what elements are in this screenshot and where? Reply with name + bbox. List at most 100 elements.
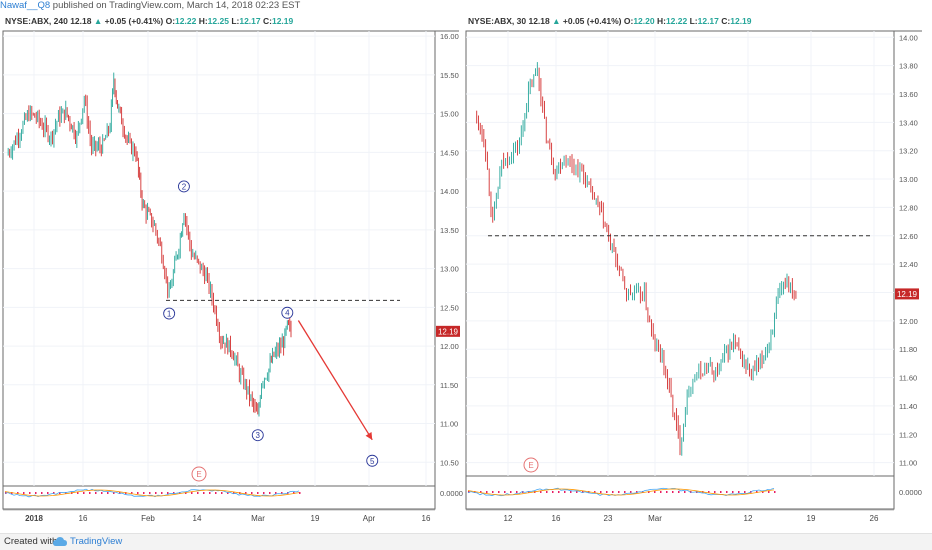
- histogram-bar: [528, 491, 530, 493]
- right-price-axis[interactable]: 14.00 13.80 13.60 13.40 13.20 13.00 12.80 12.60…: [899, 33, 918, 467]
- price-tick-label: 13.80: [899, 62, 918, 71]
- histogram-bar: [23, 492, 25, 494]
- histogram-bar: [233, 492, 235, 494]
- signal-line: [4, 489, 300, 497]
- left-candles: [7, 72, 292, 417]
- histogram-bar: [660, 491, 662, 493]
- left-last-price-tag: 12.19: [436, 325, 460, 337]
- histogram-bar: [504, 491, 506, 493]
- wave-label-circle: [366, 454, 379, 467]
- histogram-bar: [269, 492, 271, 494]
- histogram-bar: [17, 492, 19, 494]
- histogram-bar: [636, 491, 638, 493]
- wave-label: 5: [370, 457, 375, 466]
- histogram-bar: [257, 492, 259, 494]
- time-tick-label: 12: [504, 514, 513, 523]
- histogram-bar: [83, 492, 85, 494]
- left-chart-frame: [2, 30, 436, 510]
- time-tick-label: 12: [744, 514, 753, 523]
- histogram-bar: [215, 492, 217, 494]
- histogram-bar: [281, 492, 283, 494]
- histogram-bar: [744, 491, 746, 493]
- right-event-marker[interactable]: E: [523, 457, 539, 473]
- wave-label-circle: [251, 429, 264, 442]
- histogram-bar: [498, 491, 500, 493]
- histogram-bar: [53, 492, 55, 494]
- histogram-bar: [654, 491, 656, 493]
- indicator-tick-label: 0.0000: [899, 488, 922, 497]
- price-tick-label: 12.40: [899, 260, 918, 269]
- price-tick-label: 15.50: [440, 71, 459, 80]
- left-last-price-text: 12.19: [438, 327, 459, 336]
- histogram-bar: [41, 492, 43, 494]
- price-tick-label: 16.00: [440, 32, 459, 41]
- wave-label: 4: [285, 309, 290, 318]
- price-tick-label: 12.00: [899, 317, 918, 326]
- left-event-label: E: [196, 470, 201, 479]
- price-tick-label: 13.20: [899, 147, 918, 156]
- left-wave-labels[interactable]: 1 2 3 4 5: [163, 180, 379, 467]
- histogram-bar: [726, 491, 728, 493]
- histogram-bar: [161, 492, 163, 494]
- price-tick-label: 11.50: [440, 381, 458, 390]
- time-tick-label: Mar: [648, 514, 662, 523]
- time-tick-label: 19: [807, 514, 816, 523]
- histogram-bar: [510, 491, 512, 493]
- left-symbol-info: NYSE:ABX, 240 12.18 ▲ +0.05 (+0.41%) O:1…: [5, 16, 294, 26]
- author-link[interactable]: Nawaf__Q8: [0, 0, 51, 11]
- histogram-bar: [684, 491, 686, 493]
- histogram-bar: [594, 491, 596, 493]
- histogram-bar: [468, 491, 470, 493]
- footer-bar: Created with TradingView: [0, 533, 932, 550]
- event-icon[interactable]: [191, 466, 207, 482]
- histogram-bar: [77, 492, 79, 494]
- price-tick-label: 12.60: [899, 232, 918, 241]
- histogram-bar: [756, 491, 758, 493]
- wave-label: 1: [167, 310, 172, 319]
- histogram-bar: [732, 491, 734, 493]
- histogram-bar: [768, 491, 770, 493]
- left-price-axis[interactable]: 16.00 15.50 15.00 14.50 14.00 13.50 13.00 12.50…: [440, 32, 459, 467]
- price-tick-label: 11.00: [899, 459, 917, 468]
- right-indicator-pane: 0.0000: [467, 487, 922, 497]
- tradingview-link[interactable]: TradingView: [70, 536, 123, 547]
- price-tick-label: 14.00: [899, 33, 918, 42]
- histogram-bar: [714, 491, 716, 493]
- histogram-bar: [59, 492, 61, 494]
- time-tick-label: 26: [870, 514, 879, 523]
- time-tick-label: 23: [604, 514, 613, 523]
- histogram-bar: [486, 491, 488, 493]
- left-chart-panel[interactable]: 1 2 3 4 5 16.00 15.50 15.00 14.50 14.00 13.50 13.0…: [2, 16, 463, 523]
- histogram-bar: [612, 491, 614, 493]
- price-tick-label: 11.80: [899, 345, 917, 354]
- price-tick-label: 15.00: [440, 110, 459, 119]
- created-with-text: Created with: [4, 536, 58, 547]
- right-symbol-header: NYSE:ABX, 30 12.18 ▲ +0.05 (+0.41%) O:12…: [468, 16, 752, 26]
- histogram-bar: [137, 492, 139, 494]
- wave-label: 3: [256, 431, 261, 440]
- price-tick-label: 13.50: [440, 226, 459, 235]
- histogram-bar: [576, 491, 578, 493]
- projection-arrow[interactable]: [297, 320, 373, 441]
- histogram-bar: [131, 492, 133, 494]
- left-event-marker[interactable]: E: [191, 466, 207, 482]
- price-tick-label: 11.40: [899, 402, 917, 411]
- histogram-bar: [708, 491, 710, 493]
- histogram-bar: [119, 492, 121, 494]
- time-tick-label: 16: [552, 514, 561, 523]
- histogram-bar: [95, 492, 97, 494]
- event-icon[interactable]: [523, 457, 539, 473]
- histogram-bar: [480, 491, 482, 493]
- histogram-bar: [47, 492, 49, 494]
- tradingview-cloud-icon[interactable]: [53, 537, 67, 547]
- price-tick-label: 12.00: [440, 342, 459, 351]
- right-chart-panel[interactable]: 14.00 13.80 13.60 13.40 13.20 13.00 12.80 12.60…: [465, 16, 922, 523]
- time-tick-label: Feb: [141, 514, 155, 523]
- histogram-bar: [155, 492, 157, 494]
- histogram-bar: [299, 492, 301, 494]
- histogram-bar: [666, 491, 668, 493]
- right-time-axis[interactable]: 12 16 23 Mar 12 19 26: [466, 509, 894, 523]
- left-time-axis[interactable]: 2018 16 Feb 14 Mar 19 Apr 16: [3, 509, 435, 523]
- histogram-bar: [275, 492, 277, 494]
